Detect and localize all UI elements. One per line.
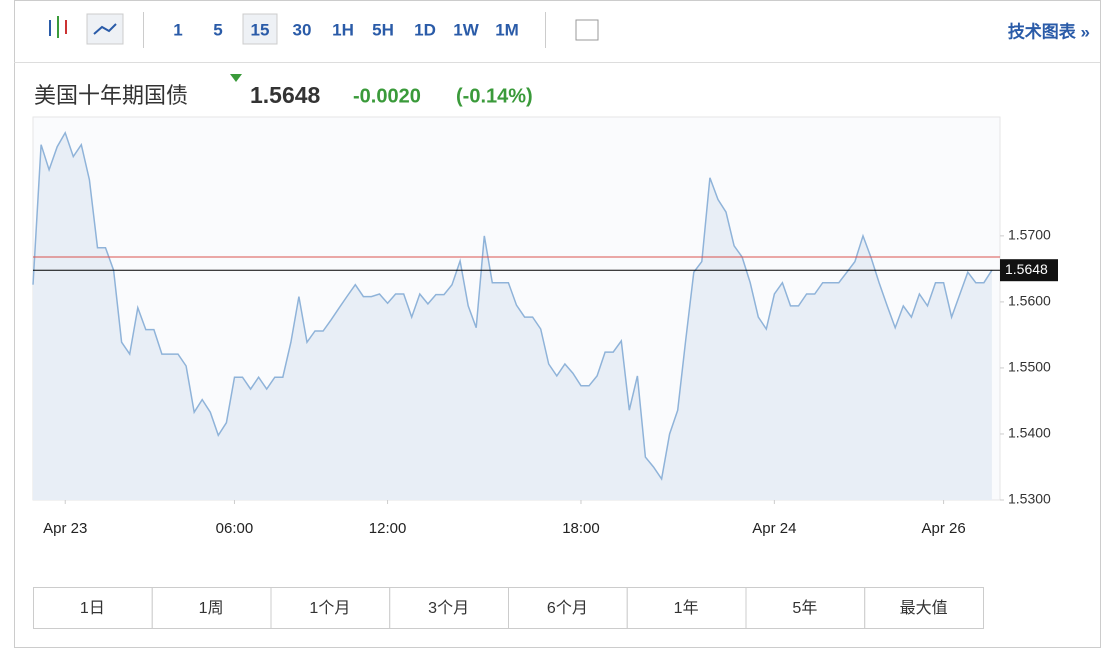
technical-chart-link[interactable]: 技术图表 » [1008, 21, 1090, 41]
range-button[interactable] [508, 587, 628, 629]
y-tick-label: 1.5700 [1008, 227, 1051, 243]
range-button[interactable] [864, 587, 984, 629]
interval-button[interactable]: 30 [293, 20, 312, 39]
range-label[interactable]: 1个月 [309, 599, 350, 617]
x-tick-label: 18:00 [562, 520, 600, 537]
range-button[interactable] [33, 587, 153, 629]
interval-button[interactable]: 5H [372, 20, 394, 39]
y-tick-label: 1.5600 [1008, 293, 1051, 309]
x-tick-label: Apr 23 [43, 520, 87, 537]
flag-icon [230, 74, 242, 82]
x-tick-label: 12:00 [369, 520, 407, 537]
last-price-tag [1000, 259, 1058, 282]
x-tick-label: Apr 26 [921, 520, 965, 537]
interval-button[interactable]: 1M [495, 20, 519, 39]
y-tick-label: 1.5300 [1008, 491, 1051, 507]
price: 1.5648 [250, 82, 321, 108]
x-tick-label: 06:00 [216, 520, 254, 537]
range-button[interactable] [270, 587, 391, 629]
interval-selected[interactable] [242, 13, 278, 45]
interval-button[interactable]: 1D [414, 20, 436, 39]
candle-icon[interactable] [49, 16, 67, 38]
table-icon[interactable] [575, 19, 599, 41]
y-tick-label: 1.5500 [1008, 359, 1051, 375]
interval-button[interactable]: 1 [173, 20, 182, 39]
interval-button[interactable]: 1W [453, 20, 479, 39]
area [33, 132, 992, 501]
range-label[interactable]: 3个月 [428, 599, 469, 617]
y-tick-label: 1.5400 [1008, 425, 1051, 441]
x-tick-label: Apr 24 [752, 520, 796, 537]
range-label[interactable]: 1日 [80, 600, 105, 617]
range-label[interactable]: 5年 [792, 599, 817, 617]
range-label[interactable]: 1年 [674, 599, 699, 617]
line-icon [93, 23, 117, 35]
range-button[interactable] [626, 587, 747, 629]
price-line [32, 130, 993, 481]
range-label[interactable]: 1周 [199, 600, 224, 617]
change: -0.0020 [353, 85, 421, 107]
range-button[interactable] [389, 587, 509, 629]
interval-button[interactable]: 1H [332, 20, 354, 39]
range-button[interactable] [745, 587, 866, 629]
interval-button[interactable]: 15 [251, 20, 270, 39]
instrument-name: 美国十年期国债 [34, 83, 188, 108]
interval-button[interactable]: 5 [213, 20, 222, 39]
range-label[interactable]: 最大值 [900, 599, 948, 617]
range-label[interactable]: 6个月 [547, 599, 588, 617]
range-button[interactable] [151, 587, 272, 629]
change-percent: (-0.14%) [456, 85, 533, 107]
last-price-label: 1.5648 [1005, 261, 1048, 277]
